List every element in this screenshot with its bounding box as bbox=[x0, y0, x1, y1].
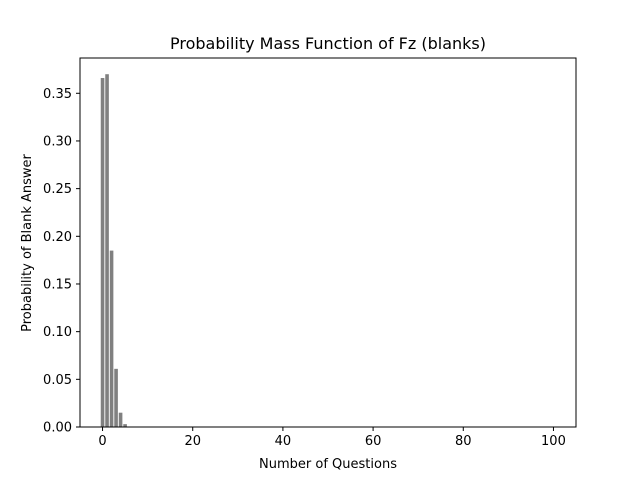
x-axis-label: Number of Questions bbox=[259, 457, 397, 472]
y-tick-label: 0.05 bbox=[43, 373, 72, 388]
bar bbox=[105, 74, 109, 427]
x-tick-label: 0 bbox=[98, 434, 106, 449]
y-tick-label: 0.20 bbox=[43, 230, 72, 245]
bar bbox=[101, 78, 105, 427]
bar bbox=[114, 369, 118, 427]
y-tick-label: 0.15 bbox=[43, 277, 72, 292]
x-tick-label: 20 bbox=[184, 434, 201, 449]
y-tick-label: 0.30 bbox=[43, 134, 72, 149]
bar bbox=[119, 413, 123, 427]
y-axis-label: Probability of Blank Answer bbox=[20, 153, 35, 331]
bar bbox=[110, 251, 114, 427]
y-tick-label: 0.35 bbox=[43, 87, 72, 102]
x-tick-label: 80 bbox=[455, 434, 472, 449]
chart-title: Probability Mass Function of Fz (blanks) bbox=[170, 34, 486, 53]
x-tick-label: 60 bbox=[365, 434, 382, 449]
y-tick-label: 0.25 bbox=[43, 182, 72, 197]
x-tick-label: 100 bbox=[541, 434, 566, 449]
x-tick-label: 40 bbox=[275, 434, 292, 449]
y-tick-label: 0.00 bbox=[43, 421, 72, 436]
y-tick-label: 0.10 bbox=[43, 325, 72, 340]
